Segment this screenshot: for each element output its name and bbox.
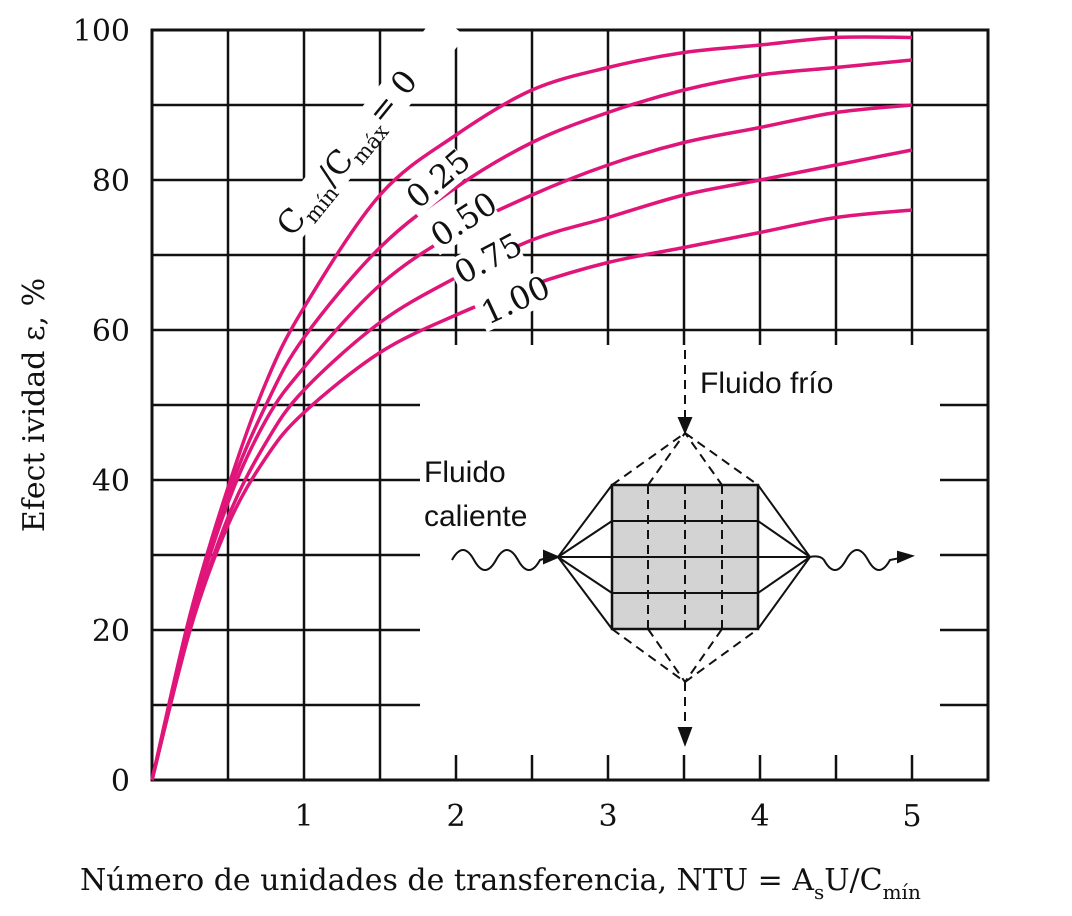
x-tick-label: 5	[902, 799, 921, 834]
hot-inlet-arrow-icon	[543, 549, 561, 565]
hot-fluid-label-line1: Fluido	[424, 456, 506, 489]
curve-series-3	[150, 148, 913, 781]
curve-label-background	[421, 187, 501, 256]
curve-label-ratio-0: Cmín/Cmáx= 0	[269, 63, 430, 247]
y-tick-label: 0	[111, 764, 130, 799]
curve-label-backgrounds	[267, 13, 553, 333]
y-axis-title: Efect ividad ε, %	[17, 278, 52, 532]
y-tick-label: 40	[92, 464, 130, 499]
curve-series-2	[150, 103, 913, 781]
curve-label-background	[472, 270, 553, 333]
y-tick-label: 100	[73, 14, 130, 49]
x-tick-label: 2	[446, 799, 465, 834]
curve-series-0	[150, 35, 913, 781]
hot-inlet-fan	[557, 520, 613, 558]
hot-inlet-fan	[557, 556, 613, 594]
x-tick-labels: 1 2 3 4 5	[294, 799, 921, 834]
x-tick-label: 4	[750, 799, 769, 834]
crossflow-schematic	[451, 350, 915, 747]
cold-fluid-label: Fluido frío	[700, 367, 833, 400]
x-tick-label: 3	[598, 799, 617, 834]
hot-fluid-label-line2: caliente	[424, 500, 527, 533]
hot-stream-out	[809, 549, 901, 571]
curve-label-background	[267, 13, 466, 247]
y-tick-label: 60	[92, 314, 130, 349]
cold-inlet-arrow-icon	[677, 417, 693, 435]
plot-border	[150, 28, 990, 782]
curve-label-background	[396, 144, 474, 218]
x-tick-label: 1	[294, 799, 313, 834]
y-tick-label: 20	[92, 614, 130, 649]
hot-stream-in	[451, 549, 551, 571]
curve-label-background	[445, 228, 525, 293]
hot-outlet-fan	[757, 520, 811, 558]
hot-outlet-fan	[757, 556, 811, 594]
hot-outlet-arrow-icon	[897, 550, 915, 564]
x-axis-title: Número de unidades de transferencia, NTU…	[80, 863, 921, 904]
plot-frame	[150, 28, 990, 782]
y-tick-labels: 0 20 40 60 80 100	[73, 14, 130, 799]
cold-outlet-arrow-icon	[677, 727, 693, 747]
y-tick-label: 80	[92, 164, 130, 199]
curve-series-4	[150, 208, 913, 781]
